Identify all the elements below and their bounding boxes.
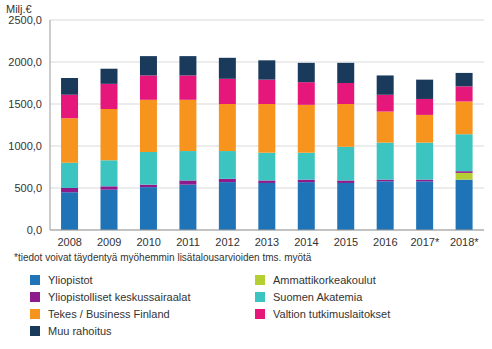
html-text:Muu rahoitus: Muu rahoitus	[48, 325, 112, 337]
svg-text:2008: 2008	[57, 236, 81, 248]
html-text:Yliopistolliset keskussairaala: Yliopistolliset keskussairaalat	[48, 291, 191, 303]
svg-text:1500,0: 1500,0	[8, 98, 42, 110]
svg-text:2500,0: 2500,0	[8, 14, 42, 26]
html-text:*tiedot voivat täydentyä myöhe: *tiedot voivat täydentyä myöhemmin lisät…	[14, 252, 312, 263]
svg-text:2016: 2016	[373, 236, 397, 248]
svg-text:500,0: 500,0	[14, 182, 42, 194]
svg-text:2018*: 2018*	[450, 236, 479, 248]
svg-text:2011: 2011	[176, 236, 200, 248]
svg-text:1000,0: 1000,0	[8, 140, 42, 152]
svg-text:2015: 2015	[334, 236, 358, 248]
html-text:Ammattikorkeakoulut: Ammattikorkeakoulut	[273, 274, 376, 286]
svg-text:2009: 2009	[97, 236, 121, 248]
html-text:Tekes / Business Finland: Tekes / Business Finland	[48, 308, 170, 320]
svg-text:2012: 2012	[215, 236, 239, 248]
svg-text:2000,0: 2000,0	[8, 56, 42, 68]
svg-text:2017*: 2017*	[410, 236, 439, 248]
html-text:Milj.€: Milj.€	[6, 3, 32, 15]
html-text:Yliopistot: Yliopistot	[48, 274, 93, 286]
svg-text:0,0: 0,0	[27, 224, 42, 236]
html-text:Suomen Akatemia: Suomen Akatemia	[273, 291, 363, 303]
svg-text:2014: 2014	[294, 236, 318, 248]
svg-text:2010: 2010	[136, 236, 160, 248]
svg-text:2013: 2013	[255, 236, 279, 248]
html-text:Valtion tutkimuslaitokset: Valtion tutkimuslaitokset	[273, 308, 391, 320]
